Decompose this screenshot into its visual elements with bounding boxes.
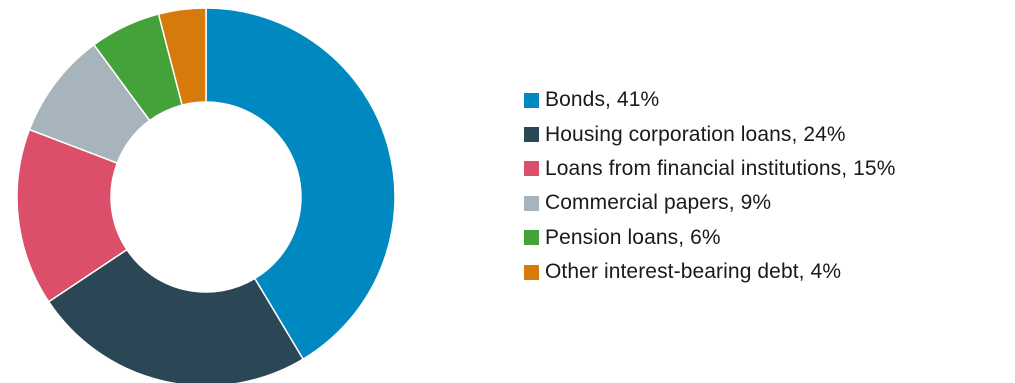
chart-legend: Bonds, 41% Housing corporation loans, 24… — [524, 83, 895, 289]
legend-item-bonds: Bonds, 41% — [524, 83, 895, 117]
legend-item-pension-loans: Pension loans, 6% — [524, 221, 895, 255]
slice-housing-corporation-loans — [47, 248, 305, 383]
legend-item-commercial-papers: Commercial papers, 9% — [524, 186, 895, 220]
legend-swatch-commercial-papers — [524, 195, 539, 211]
legend-item-loans-from-financial-institutions: Loans from financial institutions, 15% — [524, 152, 895, 186]
legend-item-other-interest-bearing-debt: Other interest-bearing debt, 4% — [524, 255, 895, 289]
slice-bonds — [205, 7, 396, 361]
legend-item-housing-corporation-loans: Housing corporation loans, 24% — [524, 117, 895, 151]
legend-label-bonds: Bonds, 41% — [545, 88, 660, 112]
legend-label-other-interest-bearing-debt: Other interest-bearing debt, 4% — [545, 260, 842, 284]
legend-swatch-bonds — [524, 92, 539, 108]
donut-chart — [16, 7, 396, 383]
slice-other-interest-bearing-debt — [157, 7, 207, 106]
legend-swatch-loans-from-financial-institutions — [524, 161, 539, 177]
legend-label-loans-from-financial-institutions: Loans from financial institutions, 15% — [545, 156, 896, 180]
legend-swatch-pension-loans — [524, 230, 539, 246]
legend-label-commercial-papers: Commercial papers, 9% — [545, 191, 772, 215]
legend-swatch-housing-corporation-loans — [524, 127, 539, 143]
legend-swatch-other-interest-bearing-debt — [524, 264, 539, 280]
legend-label-housing-corporation-loans: Housing corporation loans, 24% — [545, 122, 846, 146]
legend-label-pension-loans: Pension loans, 6% — [545, 225, 721, 249]
